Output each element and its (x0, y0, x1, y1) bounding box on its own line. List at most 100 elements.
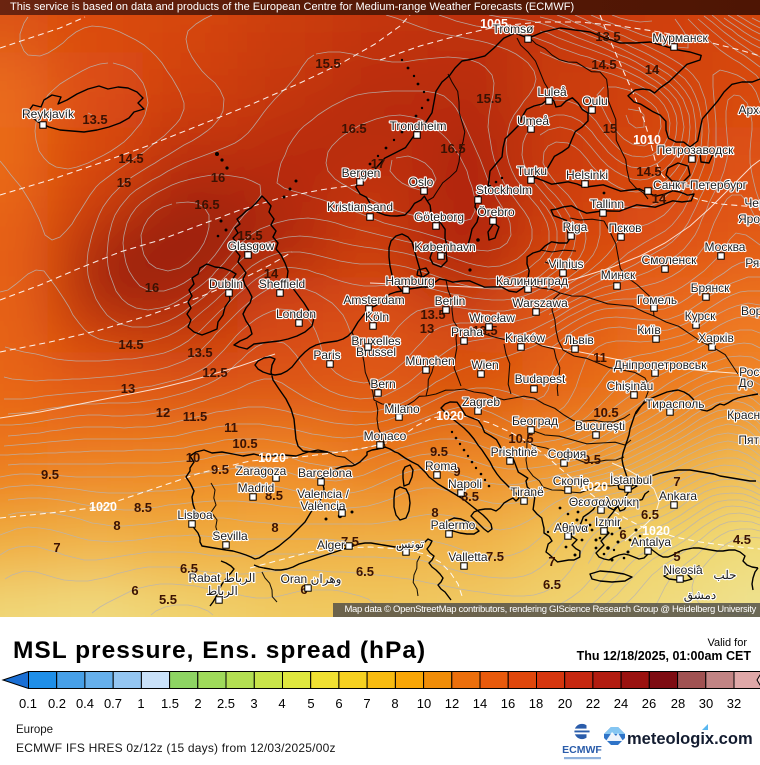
svg-text:15.5: 15.5 (315, 56, 340, 71)
svg-text:16: 16 (145, 280, 159, 295)
svg-text:Београд: Београд (512, 414, 558, 428)
svg-text:14: 14 (645, 62, 660, 77)
svg-text:Prishtinë: Prishtinë (491, 445, 538, 459)
svg-text:16.5: 16.5 (341, 121, 366, 136)
svg-text:Смоленск: Смоленск (642, 253, 698, 267)
svg-text:Wien: Wien (471, 358, 498, 372)
svg-text:9.5: 9.5 (211, 462, 229, 477)
svg-text:15.5: 15.5 (476, 91, 501, 106)
svg-text:6.5: 6.5 (543, 577, 561, 592)
svg-text:Nicosia: Nicosia (663, 563, 703, 577)
svg-text:London: London (276, 307, 316, 321)
svg-text:meteologix.com: meteologix.com (627, 730, 753, 748)
svg-text:Dublin: Dublin (209, 277, 243, 291)
svg-text:Brussel: Brussel (356, 345, 396, 359)
svg-text:ECMWF: ECMWF (562, 744, 602, 756)
svg-text:Гомель: Гомель (637, 293, 677, 307)
svg-text:6.5: 6.5 (356, 564, 374, 579)
svg-text:7: 7 (548, 554, 555, 569)
svg-text:7: 7 (53, 540, 60, 555)
svg-text:Vilnius: Vilnius (548, 257, 583, 271)
svg-text:Oulu: Oulu (582, 94, 607, 108)
svg-text:München: München (405, 354, 454, 368)
svg-text:Курск: Курск (685, 309, 717, 323)
svg-text:Sevilla: Sevilla (212, 529, 248, 543)
svg-text:Rabat الرباط: Rabat الرباط (188, 571, 255, 585)
svg-text:Калининград: Калининград (496, 274, 568, 288)
svg-text:Budapest: Budapest (515, 372, 566, 386)
svg-text:Valletta: Valletta (448, 550, 487, 564)
svg-text:Ankara: Ankara (659, 489, 697, 503)
svg-text:Bucureşti: Bucureşti (575, 419, 625, 433)
svg-text:Санкт-Петербург: Санкт-Петербург (653, 178, 748, 192)
svg-text:16.5: 16.5 (194, 197, 219, 212)
svg-text:6: 6 (131, 583, 138, 598)
svg-text:13: 13 (420, 321, 434, 336)
svg-text:5.5: 5.5 (159, 592, 177, 607)
svg-text:حلب: حلب (713, 568, 736, 582)
svg-text:Umeå: Umeå (517, 114, 549, 128)
svg-text:Wrocław: Wrocław (469, 311, 515, 325)
svg-text:4.5: 4.5 (733, 532, 751, 547)
svg-text:Izmir: Izmir (595, 515, 621, 529)
svg-text:София: София (548, 447, 586, 461)
svg-text:11: 11 (224, 420, 238, 435)
svg-text:Tromsø: Tromsø (493, 22, 535, 36)
svg-text:Псков: Псков (608, 221, 641, 235)
svg-text:Минск: Минск (601, 268, 636, 282)
svg-text:Харків: Харків (698, 331, 734, 345)
svg-text:5: 5 (673, 549, 680, 564)
svg-text:15: 15 (117, 175, 131, 190)
svg-text:Roma: Roma (425, 459, 457, 473)
svg-text:Berlin: Berlin (435, 294, 466, 308)
svg-text:Köln: Köln (365, 310, 389, 324)
svg-text:Пяти: Пяти (738, 433, 760, 447)
svg-text:13: 13 (121, 381, 135, 396)
svg-text:Paris: Paris (313, 348, 340, 362)
svg-text:Ярос: Ярос (738, 212, 760, 226)
svg-text:Kristiansand: Kristiansand (327, 200, 393, 214)
svg-text:8: 8 (113, 518, 120, 533)
svg-text:16.5: 16.5 (440, 141, 465, 156)
svg-text:Glasgow: Glasgow (228, 239, 275, 253)
svg-text:Москва: Москва (705, 240, 746, 254)
svg-text:11.5: 11.5 (183, 409, 208, 424)
svg-text:Tallinn: Tallinn (590, 197, 624, 211)
svg-text:Tiranë: Tiranë (510, 485, 544, 499)
svg-text:Reykjavík: Reykjavík (22, 107, 75, 121)
svg-text:Красно: Красно (727, 408, 760, 422)
svg-text:Trondheim: Trondheim (390, 119, 447, 133)
svg-text:Скопје: Скопје (553, 474, 590, 488)
svg-text:Петрозаводск: Петрозаводск (657, 143, 734, 157)
svg-text:14.5: 14.5 (636, 164, 661, 179)
svg-text:Amsterdam: Amsterdam (343, 293, 404, 307)
svg-text:دمشق: دمشق (684, 588, 716, 602)
svg-text:Bergen: Bergen (342, 166, 381, 180)
svg-text:Chişinău: Chişinău (607, 379, 654, 393)
svg-text:8: 8 (271, 520, 278, 535)
svg-text:10.5: 10.5 (593, 405, 618, 420)
svg-text:Львів: Львів (564, 333, 594, 347)
svg-text:11: 11 (593, 350, 607, 365)
svg-text:İstanbul: İstanbul (610, 473, 652, 487)
svg-text:1020: 1020 (89, 500, 117, 514)
svg-text:15: 15 (603, 121, 617, 136)
svg-text:Oslo: Oslo (409, 175, 434, 189)
svg-text:7: 7 (673, 474, 680, 489)
svg-text:Воро: Воро (741, 304, 760, 318)
svg-text:13.5: 13.5 (420, 307, 445, 322)
svg-text:6: 6 (619, 527, 626, 542)
svg-text:Örebro: Örebro (477, 205, 515, 219)
svg-text:الرباط: الرباط (206, 584, 238, 598)
svg-text:14.5: 14.5 (591, 57, 616, 72)
svg-text:Turku: Turku (517, 164, 547, 178)
svg-text:Helsinki: Helsinki (566, 168, 608, 182)
svg-text:9.5: 9.5 (41, 467, 59, 482)
svg-text:Арха: Арха (738, 103, 760, 117)
svg-text:Antalya: Antalya (631, 535, 671, 549)
svg-text:København: København (414, 240, 475, 254)
svg-text:Madrid: Madrid (238, 481, 275, 495)
svg-text:Мурманск: Мурманск (652, 31, 708, 45)
svg-text:Riga: Riga (563, 220, 588, 234)
svg-text:Praha: Praha (451, 325, 483, 339)
